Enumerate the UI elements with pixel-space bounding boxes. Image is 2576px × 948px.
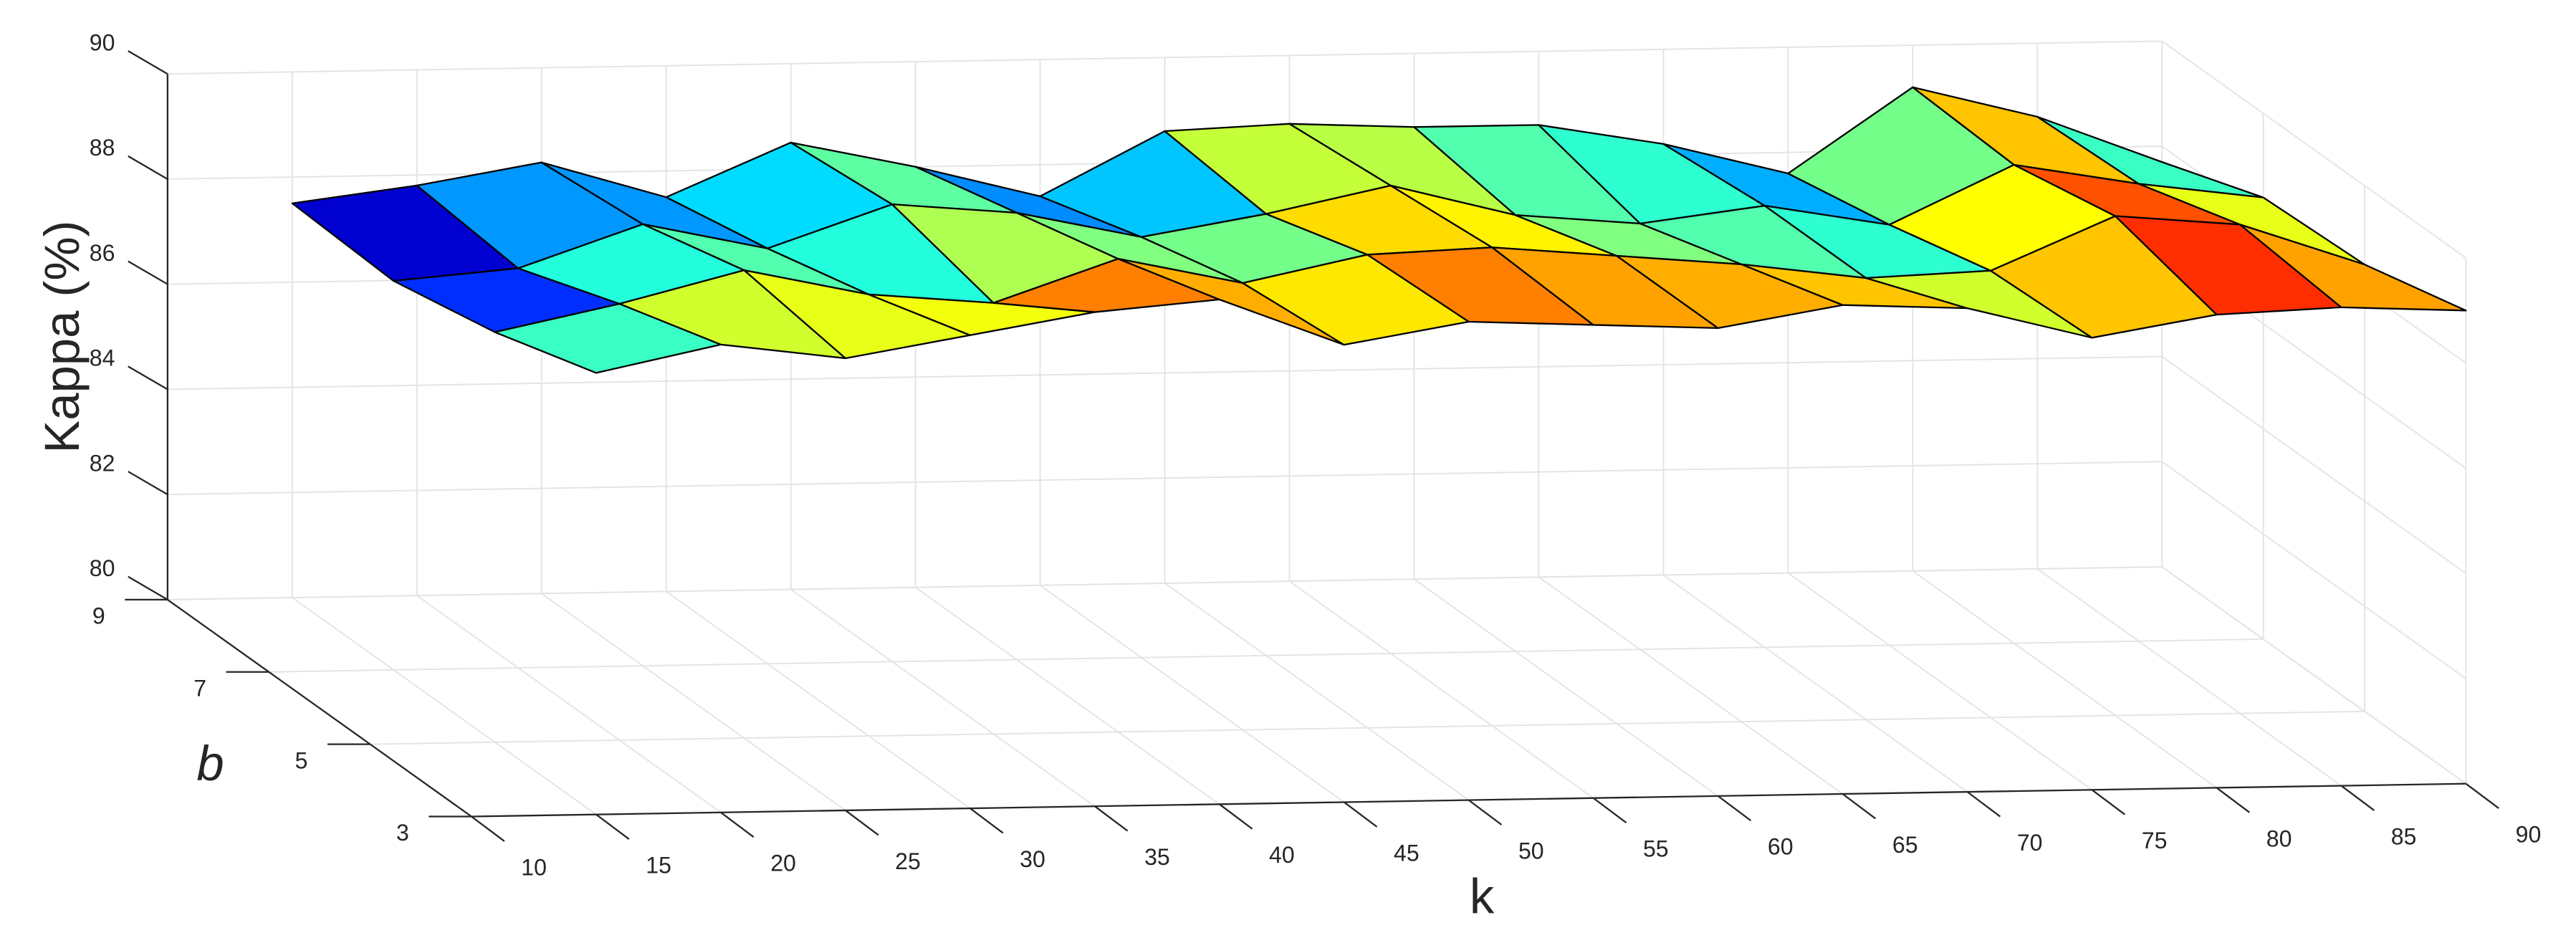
z-tick xyxy=(128,50,168,75)
y-axis-line xyxy=(167,598,472,818)
x-tick-label: 40 xyxy=(1269,842,1295,868)
x-tick-label: 80 xyxy=(2266,825,2292,851)
x-tick-label: 70 xyxy=(2017,830,2043,856)
y-tick-label: 7 xyxy=(193,675,206,701)
grid-line xyxy=(1413,578,1719,797)
x-tick xyxy=(1219,803,1253,830)
x-tick-label: 45 xyxy=(1394,840,1419,866)
grid-line xyxy=(1787,572,2093,791)
z-tick-label: 88 xyxy=(90,135,115,161)
z-tick-label: 86 xyxy=(90,240,115,266)
grid-line xyxy=(915,586,1220,805)
x-tick-label: 75 xyxy=(2142,828,2168,853)
grid-line xyxy=(416,595,722,813)
x-tick-label: 60 xyxy=(1768,834,1794,860)
z-tick xyxy=(128,471,168,496)
x-tick xyxy=(1094,805,1129,832)
y-tick-label: 5 xyxy=(295,747,308,773)
grid-line xyxy=(2161,566,2466,785)
z-tick-label: 80 xyxy=(90,555,115,581)
grid-line xyxy=(1912,570,2217,789)
x-tick xyxy=(1592,797,1627,824)
grid-line xyxy=(2161,461,2466,679)
x-axis-label: k xyxy=(1470,869,1495,924)
x-tick xyxy=(2216,787,2251,813)
z-tick-label: 84 xyxy=(90,345,115,371)
z-tick xyxy=(128,365,168,391)
grid-line xyxy=(167,40,2163,75)
x-tick-label: 30 xyxy=(1020,846,1045,872)
x-tick-label: 85 xyxy=(2391,823,2417,849)
z-axis-label: Kappa (%) xyxy=(34,221,90,454)
grid-line xyxy=(666,590,971,809)
x-tick xyxy=(471,815,505,842)
grid-line xyxy=(2161,40,2466,259)
z-tick xyxy=(128,260,168,285)
x-tick xyxy=(1344,801,1378,828)
grid-line xyxy=(292,597,597,815)
x-tick-label: 25 xyxy=(895,848,921,874)
y-tick-label: 3 xyxy=(396,820,409,846)
x-tick xyxy=(595,813,630,840)
x-tick-label: 10 xyxy=(521,854,547,880)
grid-line xyxy=(1538,576,1844,795)
x-tick xyxy=(720,811,755,838)
x-tick-label: 20 xyxy=(770,851,796,876)
z-tick-label: 90 xyxy=(90,29,115,55)
grid-line xyxy=(790,588,1096,807)
x-tick-label: 35 xyxy=(1144,844,1170,870)
grid-line xyxy=(541,593,846,811)
x-tick-label: 50 xyxy=(1518,838,1544,863)
z-tick xyxy=(128,575,168,600)
grid-line xyxy=(1164,583,1470,801)
grid-line xyxy=(2161,355,2466,574)
grid-line xyxy=(2036,568,2342,787)
grid-line xyxy=(1288,580,1594,799)
y-tick-label: 9 xyxy=(92,603,105,629)
x-tick xyxy=(969,808,1004,834)
grid-line xyxy=(269,638,2264,673)
x-tick xyxy=(2091,789,2126,815)
z-tick xyxy=(128,155,168,180)
x-tick-label: 65 xyxy=(1892,832,1918,858)
x-tick xyxy=(2340,785,2375,811)
grid-line xyxy=(167,566,2163,600)
x-tick xyxy=(845,810,879,836)
y-axis-label: b xyxy=(196,736,224,791)
x-tick xyxy=(1842,793,1877,820)
x-tick xyxy=(1468,799,1503,825)
surface-patch xyxy=(2239,224,2467,312)
grid-line xyxy=(167,355,2163,391)
grid-line xyxy=(1040,585,1345,803)
x-tick xyxy=(1966,791,2001,818)
x-tick xyxy=(1717,795,1752,822)
x-tick-label: 15 xyxy=(646,853,671,878)
grid-line xyxy=(370,710,2365,745)
x-tick-label: 90 xyxy=(2516,822,2542,848)
grid-line xyxy=(1662,574,1968,793)
grid-line xyxy=(167,461,2163,496)
z-tick-label: 82 xyxy=(90,450,115,476)
x-tick xyxy=(2465,782,2499,809)
x-tick-label: 55 xyxy=(1643,836,1669,862)
